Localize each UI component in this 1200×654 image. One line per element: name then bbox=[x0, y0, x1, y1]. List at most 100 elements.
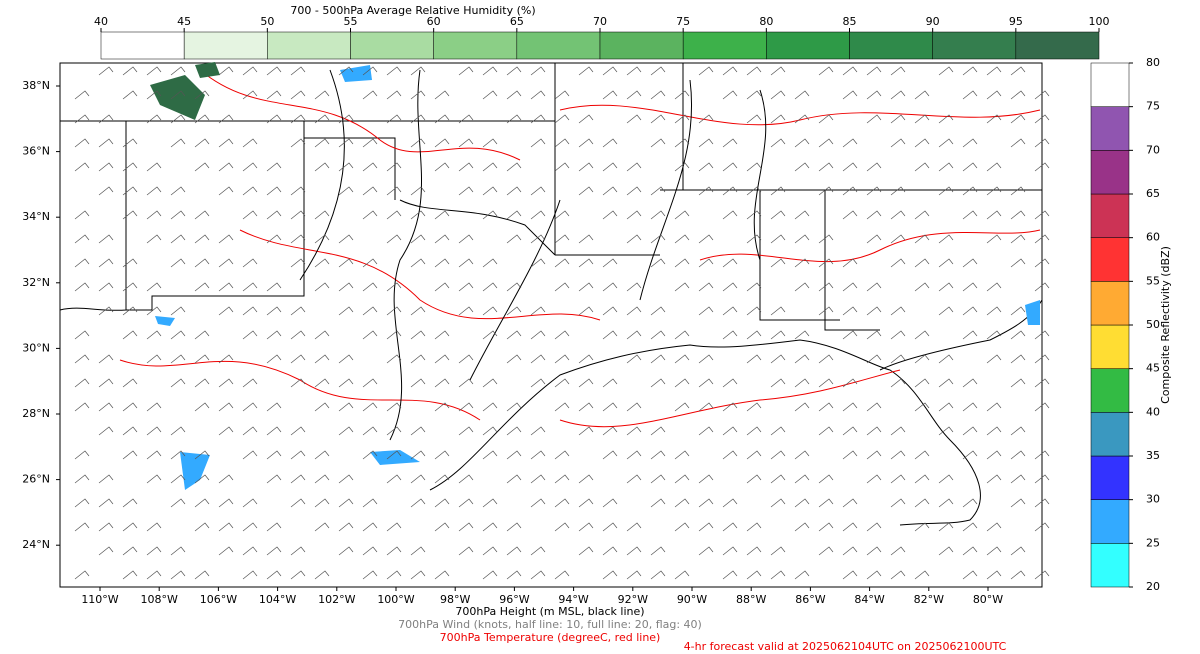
wind-barb bbox=[146, 450, 162, 460]
height-contours bbox=[299, 69, 767, 441]
wind-barb bbox=[194, 402, 210, 412]
wind-barb bbox=[578, 282, 594, 292]
wind-barb bbox=[218, 282, 234, 292]
wind-barb bbox=[938, 426, 954, 436]
wind-barb bbox=[122, 378, 138, 388]
wind-barb bbox=[170, 426, 186, 436]
color-segment bbox=[1090, 499, 1130, 544]
tick-label: 25 bbox=[1146, 536, 1160, 549]
wind-barb bbox=[1034, 450, 1050, 460]
wind-barb bbox=[1010, 546, 1026, 556]
wind-barb bbox=[890, 66, 906, 76]
wind-barb bbox=[386, 522, 402, 532]
wind-barb bbox=[386, 162, 402, 172]
wind-barb bbox=[290, 426, 306, 436]
wind-barb bbox=[122, 330, 138, 340]
wind-barb bbox=[338, 138, 354, 148]
wind-barb bbox=[554, 378, 570, 388]
wind-barb bbox=[866, 282, 882, 292]
wind-barb bbox=[746, 282, 762, 292]
wind-barb bbox=[986, 402, 1002, 412]
tick-label: 75 bbox=[1146, 100, 1160, 113]
wind-barb bbox=[386, 426, 402, 436]
wind-barb bbox=[674, 90, 690, 100]
wind-barb bbox=[530, 258, 546, 268]
wind-barb bbox=[506, 90, 522, 100]
wind-barb bbox=[938, 354, 954, 364]
wind-barb bbox=[674, 402, 690, 412]
wind-barb bbox=[122, 402, 138, 412]
wind-barb bbox=[794, 90, 810, 100]
wind-barb bbox=[626, 114, 642, 124]
wind-barb bbox=[170, 498, 186, 508]
wind-barb bbox=[626, 186, 642, 196]
wind-barb bbox=[866, 522, 882, 532]
wind-barb bbox=[842, 66, 858, 76]
wind-caption: 700hPa Wind (knots, half line: 10, full … bbox=[398, 618, 702, 631]
wind-barb bbox=[482, 378, 498, 388]
wind-barb bbox=[866, 186, 882, 196]
wind-barb bbox=[74, 210, 90, 220]
wind-barb bbox=[578, 498, 594, 508]
wind-barb bbox=[1034, 498, 1050, 508]
wind-barb bbox=[434, 162, 450, 172]
wind-barb bbox=[818, 402, 834, 412]
wind-barb bbox=[770, 114, 786, 124]
wind-barb bbox=[890, 234, 906, 244]
wind-barb bbox=[362, 402, 378, 412]
wind-barb bbox=[554, 498, 570, 508]
wind-barb bbox=[194, 330, 210, 340]
wind-barb bbox=[98, 474, 114, 484]
wind-barb bbox=[122, 282, 138, 292]
wind-barb bbox=[818, 66, 834, 76]
wind-barb bbox=[122, 210, 138, 220]
tick-label: 55 bbox=[344, 15, 358, 28]
wind-barb bbox=[410, 234, 426, 244]
valid-caption: 4-hr forecast valid at 2025062104UTC on … bbox=[684, 640, 1007, 650]
wind-barb bbox=[626, 330, 642, 340]
wind-barb bbox=[650, 306, 666, 316]
wind-barb bbox=[506, 186, 522, 196]
tick-label: 90 bbox=[926, 15, 940, 28]
wind-barb bbox=[986, 66, 1002, 76]
wind-barb bbox=[506, 114, 522, 124]
wind-barb bbox=[914, 90, 930, 100]
wind-barb bbox=[938, 282, 954, 292]
wind-barb bbox=[362, 186, 378, 196]
temperature-caption: 700hPa Temperature (degreeC, red line) bbox=[440, 631, 661, 644]
wind-barb bbox=[434, 522, 450, 532]
wind-barb bbox=[674, 210, 690, 220]
wind-barb bbox=[794, 522, 810, 532]
wind-barb bbox=[554, 210, 570, 220]
wind-barb bbox=[434, 474, 450, 484]
wind-barb bbox=[242, 378, 258, 388]
wind-barb bbox=[194, 234, 210, 244]
wind-barb bbox=[506, 522, 522, 532]
wind-barb bbox=[722, 402, 738, 412]
wind-barb bbox=[74, 282, 90, 292]
wind-barb bbox=[314, 570, 330, 580]
wind-barb bbox=[938, 138, 954, 148]
wind-barb bbox=[890, 426, 906, 436]
wind-barb bbox=[818, 474, 834, 484]
wind-barb bbox=[1034, 258, 1050, 268]
wind-barb bbox=[650, 114, 666, 124]
wind-barb bbox=[338, 402, 354, 412]
tick-label: 50 bbox=[260, 15, 274, 28]
lon-label: 100°W bbox=[377, 593, 414, 606]
wind-barb bbox=[314, 330, 330, 340]
wind-barb bbox=[170, 378, 186, 388]
color-segment bbox=[267, 31, 351, 60]
wind-barb bbox=[530, 66, 546, 76]
wind-barb bbox=[602, 186, 618, 196]
wind-barb bbox=[362, 498, 378, 508]
tick-label: 70 bbox=[1146, 143, 1160, 156]
wind-barb bbox=[962, 498, 978, 508]
wind-barb bbox=[314, 138, 330, 148]
lon-label: 104°W bbox=[259, 593, 296, 606]
wind-barb bbox=[770, 474, 786, 484]
color-segment bbox=[599, 31, 684, 60]
color-segment bbox=[183, 31, 268, 60]
wind-barb bbox=[770, 66, 786, 76]
tick-label: 20 bbox=[1146, 580, 1160, 593]
